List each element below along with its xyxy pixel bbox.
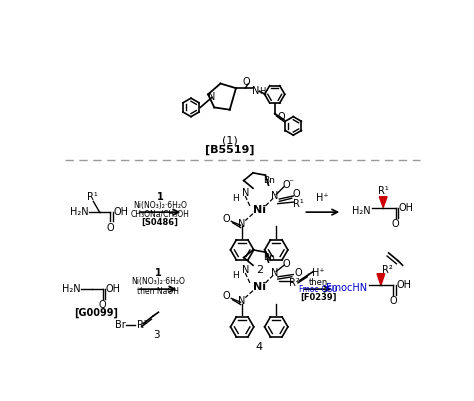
Text: O: O [243, 77, 251, 87]
Text: OH: OH [396, 280, 411, 290]
Text: then NaOH: then NaOH [137, 287, 180, 296]
Text: Bn: Bn [263, 253, 275, 262]
Text: 1: 1 [156, 192, 164, 202]
Text: [F0239]: [F0239] [300, 293, 337, 302]
Text: H₂N: H₂N [62, 284, 81, 294]
Text: N: N [242, 188, 249, 198]
Text: Br: Br [115, 320, 126, 330]
Text: Ni: Ni [253, 205, 266, 215]
Text: R¹: R¹ [378, 186, 389, 196]
Text: O: O [294, 268, 302, 278]
Text: H⁺: H⁺ [317, 193, 329, 203]
Text: then: then [309, 277, 328, 286]
Text: ⁻: ⁻ [288, 178, 293, 188]
Text: FmocHN: FmocHN [326, 284, 367, 294]
Text: O: O [99, 300, 107, 310]
Text: H: H [233, 271, 239, 280]
Text: (1): (1) [222, 136, 237, 146]
Text: O: O [292, 189, 300, 199]
Text: R²: R² [290, 278, 300, 288]
Text: R¹: R¹ [292, 198, 303, 209]
Text: 1: 1 [155, 268, 162, 278]
Text: OH: OH [399, 203, 414, 213]
Text: 2: 2 [255, 265, 263, 275]
Text: Bn: Bn [263, 176, 275, 185]
Text: Fmoc-OSu: Fmoc-OSu [299, 285, 337, 294]
Text: Ni: Ni [253, 282, 266, 292]
Text: N: N [208, 92, 216, 102]
Text: O: O [223, 291, 230, 301]
Text: O: O [283, 180, 290, 190]
Text: 3: 3 [154, 330, 160, 340]
Text: N: N [271, 268, 278, 278]
Text: H: H [233, 194, 239, 203]
Text: CH₃ONa/CH₃OH: CH₃ONa/CH₃OH [130, 210, 190, 219]
Text: O: O [223, 214, 230, 224]
Polygon shape [379, 197, 387, 207]
Text: N: N [242, 265, 249, 275]
Text: Ni(NO₃)₂·6H₂O: Ni(NO₃)₂·6H₂O [133, 201, 187, 210]
Text: Ni(NO₃)₂·6H₂O: Ni(NO₃)₂·6H₂O [131, 277, 185, 286]
Text: N: N [238, 219, 246, 229]
Text: H₂N: H₂N [352, 206, 371, 216]
Text: N: N [238, 296, 246, 306]
Text: 4: 4 [255, 342, 263, 352]
Text: N: N [253, 86, 260, 96]
Text: H₂N: H₂N [70, 207, 89, 217]
Text: O: O [283, 259, 290, 269]
Text: [B5519]: [B5519] [205, 145, 255, 155]
Text: H⁺: H⁺ [312, 268, 324, 278]
Polygon shape [377, 274, 385, 285]
Text: O: O [392, 219, 400, 229]
Text: O: O [390, 296, 397, 306]
Text: [S0486]: [S0486] [142, 217, 179, 227]
Text: OH: OH [106, 284, 121, 294]
Text: O: O [278, 112, 285, 122]
Text: N: N [271, 191, 278, 201]
Text: H: H [259, 87, 265, 96]
Text: OH: OH [113, 207, 128, 217]
Text: O: O [107, 223, 114, 233]
Text: R²: R² [137, 320, 147, 330]
Text: R¹: R¹ [87, 192, 98, 202]
Text: [G0099]: [G0099] [73, 308, 118, 318]
Text: R²: R² [382, 265, 392, 275]
